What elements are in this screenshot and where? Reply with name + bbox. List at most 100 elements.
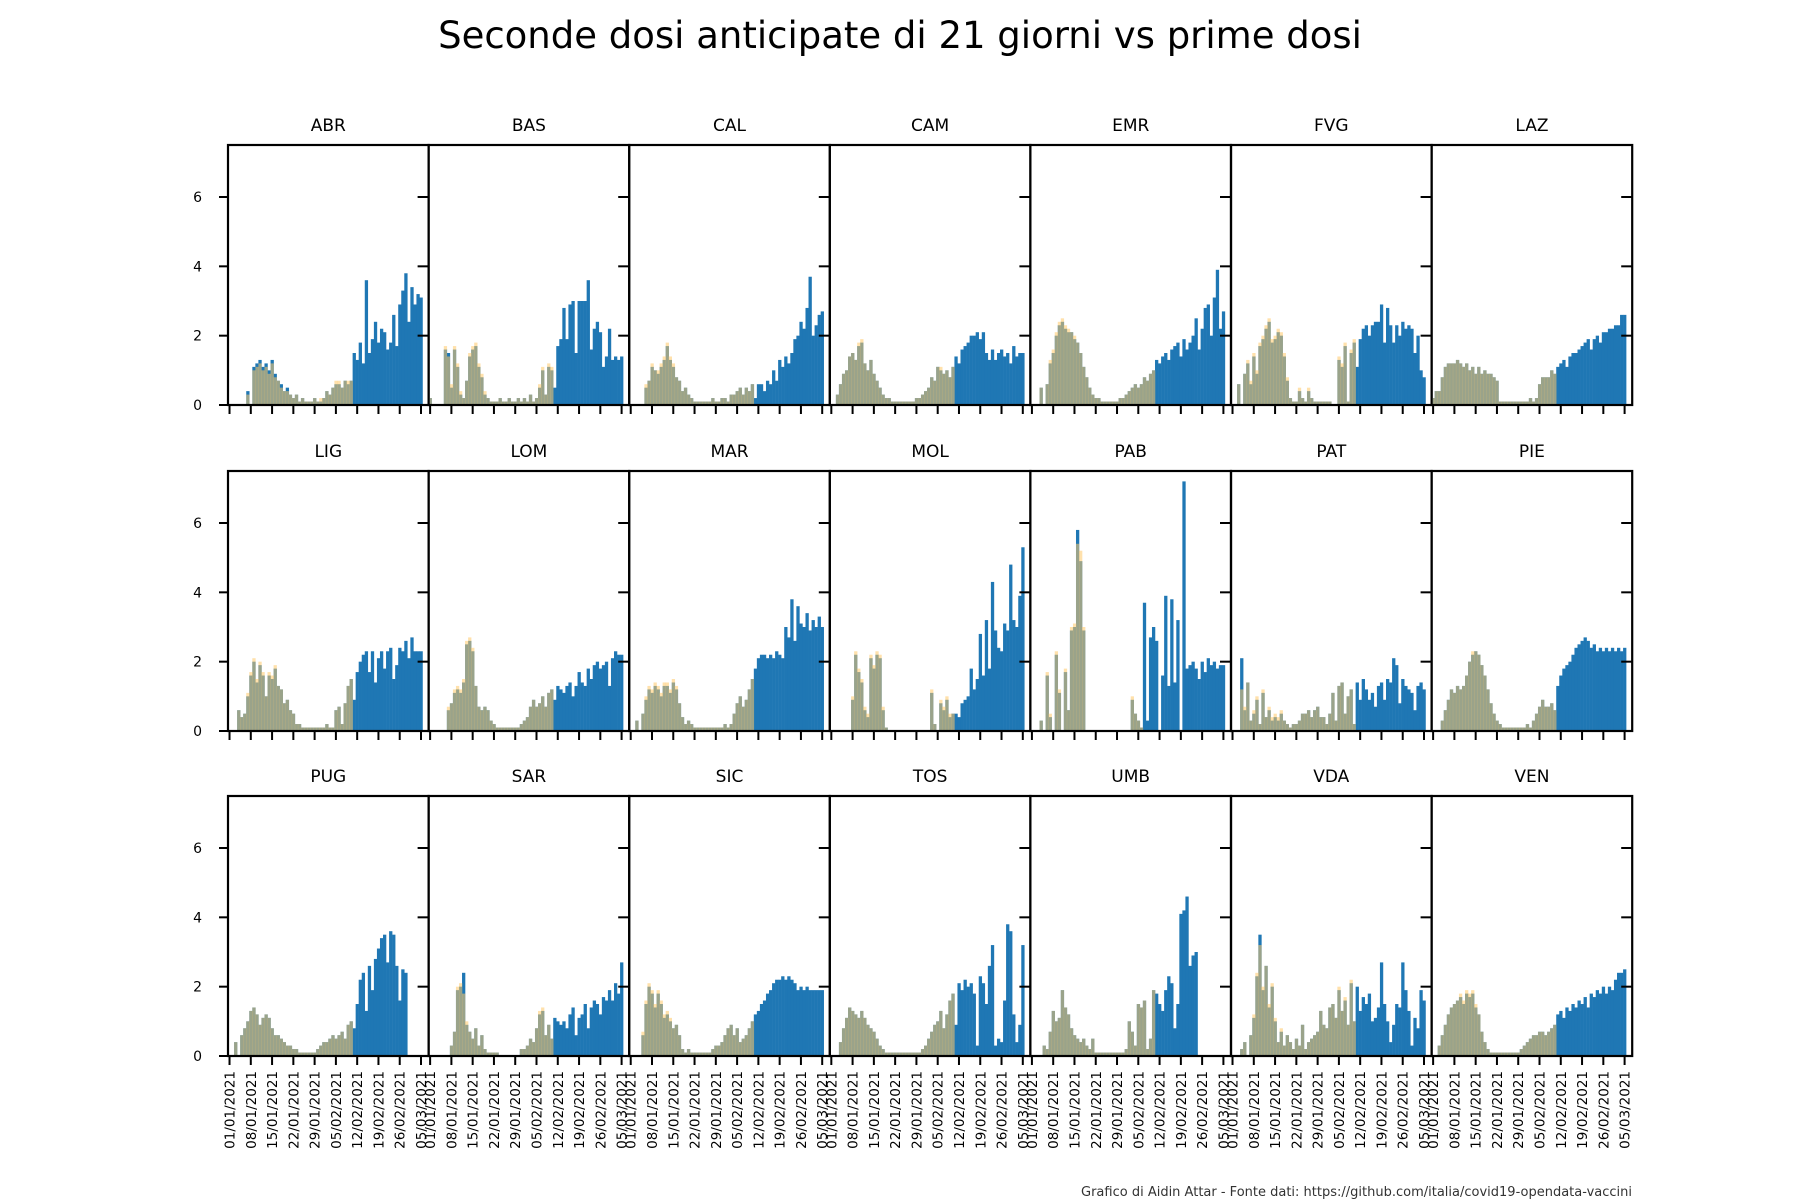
bar-seconde-dosi bbox=[778, 979, 782, 1056]
bar-prime-dosi bbox=[1069, 332, 1074, 405]
bar-prime-dosi bbox=[547, 692, 551, 731]
bar-prime-dosi bbox=[1100, 1052, 1104, 1056]
bar-prime-dosi bbox=[848, 356, 852, 405]
bar-seconde-dosi bbox=[1158, 1004, 1162, 1056]
x-tick-label: 12/02/2021 bbox=[551, 1071, 567, 1149]
bar-prime-dosi bbox=[270, 363, 274, 405]
bar-seconde-dosi bbox=[413, 651, 417, 731]
bar-prime-dosi bbox=[346, 380, 350, 405]
bar-seconde-dosi bbox=[799, 321, 803, 405]
bar-prime-dosi bbox=[1306, 710, 1311, 731]
bar-prime-dosi bbox=[869, 359, 873, 405]
bar-prime-dosi bbox=[1522, 727, 1527, 731]
bar-prime-dosi bbox=[1267, 1004, 1271, 1056]
bar-seconde-dosi bbox=[775, 380, 779, 405]
bar-prime-dosi bbox=[1127, 391, 1131, 405]
bar-prime-dosi bbox=[705, 401, 709, 405]
bar-seconde-dosi bbox=[1395, 665, 1399, 731]
bar-seconde-dosi bbox=[1589, 647, 1593, 731]
bar-seconde-dosi bbox=[376, 948, 381, 1056]
bar-prime-dosi bbox=[1270, 717, 1274, 731]
source-credit: Grafico di Aidin Attar - Fonte dati: htt… bbox=[1081, 1185, 1632, 1200]
bar-prime-dosi bbox=[252, 658, 256, 731]
bar-prime-dosi bbox=[933, 380, 937, 405]
bar-seconde-dosi bbox=[1358, 1010, 1362, 1056]
bar-seconde-dosi bbox=[1021, 547, 1025, 731]
x-tick-label: 19/02/2021 bbox=[1374, 1071, 1390, 1149]
bar-prime-dosi bbox=[1130, 1031, 1134, 1056]
bar-seconde-dosi bbox=[1568, 661, 1572, 731]
bar-prime-dosi bbox=[881, 706, 885, 731]
bar-prime-dosi bbox=[246, 1021, 250, 1056]
bar-prime-dosi bbox=[455, 685, 460, 731]
bar-seconde-dosi bbox=[784, 356, 788, 405]
bar-prime-dosi bbox=[1243, 373, 1247, 405]
bar-seconde-dosi bbox=[1194, 952, 1198, 1056]
panel-title: TOS bbox=[912, 767, 948, 787]
bar-seconde-dosi bbox=[1407, 1010, 1411, 1056]
bar-prime-dosi bbox=[1480, 1031, 1484, 1056]
bar-prime-dosi bbox=[854, 651, 858, 731]
panel-title: LIG bbox=[314, 442, 342, 462]
bar-prime-dosi bbox=[282, 1042, 286, 1056]
bar-prime-dosi bbox=[720, 1042, 724, 1056]
bar-prime-dosi bbox=[316, 401, 320, 405]
bar-seconde-dosi bbox=[993, 359, 998, 405]
bar-seconde-dosi bbox=[1358, 339, 1362, 405]
panel-abr: ABR 0 2 4 6 bbox=[193, 116, 430, 414]
bar-prime-dosi bbox=[696, 401, 700, 405]
bar-seconde-dosi bbox=[404, 273, 408, 405]
bar-prime-dosi bbox=[1322, 1024, 1326, 1056]
bar-prime-dosi bbox=[671, 679, 676, 731]
bar-prime-dosi bbox=[744, 699, 748, 731]
bar-prime-dosi bbox=[878, 1045, 882, 1056]
bar-seconde-dosi bbox=[1142, 602, 1147, 731]
bar-seconde-dosi bbox=[975, 1045, 979, 1056]
bar-prime-dosi bbox=[1343, 713, 1347, 731]
bar-prime-dosi bbox=[307, 401, 311, 405]
bar-prime-dosi bbox=[471, 346, 475, 405]
bar-prime-dosi bbox=[860, 679, 864, 731]
bar-seconde-dosi bbox=[1200, 328, 1204, 405]
bar-prime-dosi bbox=[1306, 387, 1311, 405]
bar-prime-dosi bbox=[902, 401, 907, 405]
bar-prime-dosi bbox=[896, 401, 900, 405]
bar-prime-dosi bbox=[1115, 401, 1119, 405]
x-tick-label: 19/02/2021 bbox=[973, 1071, 989, 1149]
bar-prime-dosi bbox=[1455, 359, 1460, 405]
bar-prime-dosi bbox=[653, 682, 657, 731]
y-tick-label: 4 bbox=[193, 910, 202, 926]
bar-prime-dosi bbox=[319, 727, 323, 731]
bar-seconde-dosi bbox=[1598, 647, 1603, 731]
bar-seconde-dosi bbox=[765, 380, 770, 405]
bar-prime-dosi bbox=[939, 699, 943, 731]
bar-seconde-dosi bbox=[1164, 990, 1168, 1056]
bar-seconde-dosi bbox=[1620, 972, 1624, 1056]
x-tick-label: 01/01/2021 bbox=[423, 1071, 439, 1149]
bar-prime-dosi bbox=[1483, 675, 1487, 731]
bar-seconde-dosi bbox=[1601, 986, 1606, 1056]
x-tick-label: 26/02/2021 bbox=[794, 1071, 810, 1149]
bar-prime-dosi bbox=[1288, 1042, 1293, 1056]
bar-seconde-dosi bbox=[790, 979, 794, 1056]
bar-seconde-dosi bbox=[1404, 685, 1408, 731]
bar-prime-dosi bbox=[647, 983, 651, 1056]
bar-seconde-dosi bbox=[1009, 564, 1013, 731]
bar-seconde-dosi bbox=[1389, 682, 1393, 731]
bar-prime-dosi bbox=[325, 1042, 329, 1056]
bar-prime-dosi bbox=[1486, 1049, 1490, 1056]
bar-prime-dosi bbox=[1045, 1049, 1049, 1056]
bar-prime-dosi bbox=[1547, 377, 1551, 405]
bar-seconde-dosi bbox=[814, 990, 818, 1056]
bar-prime-dosi bbox=[884, 1052, 888, 1056]
bar-prime-dosi bbox=[1072, 623, 1077, 731]
bar-seconde-dosi bbox=[1607, 651, 1612, 731]
bar-seconde-dosi bbox=[772, 658, 776, 731]
x-tick-label: 29/01/2021 bbox=[1311, 1071, 1327, 1149]
bar-prime-dosi bbox=[1103, 401, 1107, 405]
bar-seconde-dosi bbox=[392, 679, 396, 731]
bar-prime-dosi bbox=[510, 727, 514, 731]
bar-prime-dosi bbox=[1507, 1052, 1511, 1056]
bar-seconde-dosi bbox=[981, 675, 986, 731]
bar-seconde-dosi bbox=[759, 384, 764, 405]
